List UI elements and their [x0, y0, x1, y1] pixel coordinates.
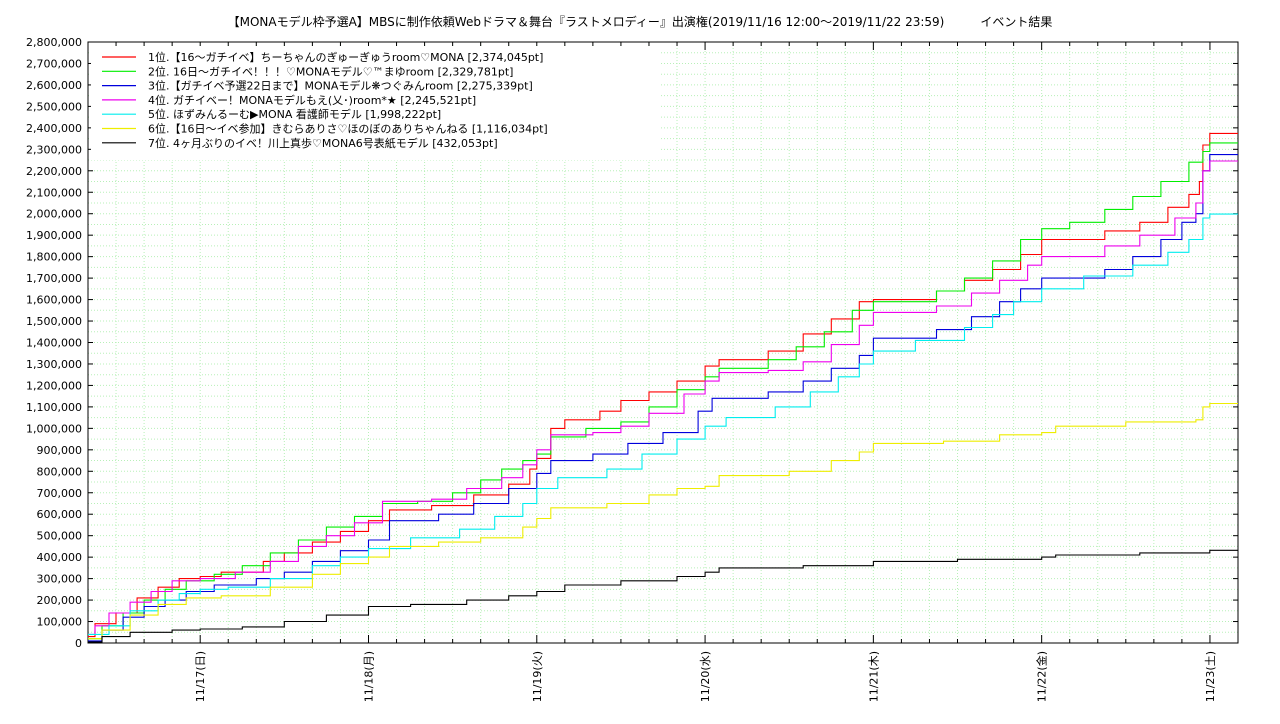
y-tick-label: 1,200,000	[26, 379, 82, 392]
y-tick-label: 1,400,000	[26, 337, 82, 350]
series-line-7	[88, 549, 1238, 643]
legend-label: 3位.【ガチイベ予選22日まで】MONAモデル❋つぐみんroom [2,275,…	[148, 79, 533, 93]
legend-label: 2位. 16日〜ガチイベ！！！♡MONAモデル♡™まゆroom [2,329,7…	[148, 64, 513, 78]
series-line-6	[88, 402, 1238, 640]
legend-label: 7位. 4ヶ月ぶりのイベ！川上真歩♡MONA6号表紙モデル [432,053pt…	[148, 136, 498, 150]
y-tick-label: 2,000,000	[26, 208, 82, 221]
x-tick-label: 11/20(水)	[699, 651, 712, 702]
y-tick-label: 100,000	[37, 616, 83, 629]
y-tick-label: 500,000	[37, 530, 83, 543]
y-tick-label: 200,000	[37, 594, 83, 607]
y-tick-label: 400,000	[37, 551, 83, 564]
y-tick-label: 2,200,000	[26, 165, 82, 178]
y-tick-label: 2,800,000	[26, 36, 82, 49]
x-tick-label: 11/22(金)	[1035, 651, 1049, 702]
y-tick-label: 1,800,000	[26, 251, 82, 264]
y-tick-label: 2,700,000	[26, 57, 82, 70]
legend-label: 5位. ほずみんるーむ▶MONA 看護師モデル [1,998,222pt]	[148, 107, 441, 121]
legend: 1位.【16〜ガチイベ】ちーちゃんのぎゅーぎゅうroom♡MONA [2,374…	[91, 46, 661, 160]
y-tick-label: 1,000,000	[26, 422, 82, 435]
y-tick-label: 300,000	[37, 573, 83, 586]
x-tick-label: 11/19(火)	[531, 651, 544, 702]
chart-title: 【MONAモデル枠予選A】MBSに制作依頼Webドラマ＆舞台『ラストメロディー』…	[227, 15, 1053, 29]
y-tick-label: 0	[75, 637, 82, 650]
y-tick-label: 1,600,000	[26, 294, 82, 307]
x-axis: 11/17(日) 11/18(月) 11/19(火) 11/20(水) 11/21(木)…	[115, 42, 1217, 702]
series-line-4	[88, 160, 1238, 635]
series-line-5	[88, 213, 1238, 635]
legend-box	[91, 46, 661, 160]
y-tick-label: 1,300,000	[26, 358, 82, 371]
y-tick-label: 1,500,000	[26, 315, 82, 328]
y-axis: 0 100,000 200,000 300,000 400,000 500,000 600,…	[26, 36, 1238, 650]
series-line-2	[88, 142, 1238, 640]
y-tick-label: 2,100,000	[26, 186, 82, 199]
y-tick-label: 800,000	[37, 465, 83, 478]
legend-label: 1位.【16〜ガチイベ】ちーちゃんのぎゅーぎゅうroom♡MONA [2,374…	[148, 50, 543, 64]
y-tick-label: 2,300,000	[26, 143, 82, 156]
y-tick-label: 2,500,000	[26, 100, 82, 113]
y-tick-label: 600,000	[37, 508, 83, 521]
y-tick-label: 2,400,000	[26, 122, 82, 135]
legend-label: 4位. ガチイベー！MONAモデルもえ(乂･)room*★ [2,245,521…	[148, 93, 476, 107]
series-line-3	[88, 154, 1238, 642]
y-tick-label: 700,000	[37, 487, 83, 500]
y-tick-label: 1,700,000	[26, 272, 82, 285]
x-tick-label: 11/17(日)	[194, 651, 207, 702]
legend-label: 6位.【16日〜イベ参加】きむらありさ♡ほのぼのありちゃんねる [1,116,0…	[148, 122, 548, 136]
y-tick-label: 2,600,000	[26, 79, 82, 92]
y-tick-label: 1,900,000	[26, 229, 82, 242]
y-tick-label: 1,100,000	[26, 401, 82, 414]
x-tick-label: 11/23(土)	[1204, 651, 1217, 702]
series-group	[88, 132, 1238, 643]
y-tick-label: 900,000	[37, 444, 83, 457]
x-tick-label: 11/18(月)	[362, 651, 375, 702]
x-tick-label: 11/21(木)	[867, 651, 880, 702]
